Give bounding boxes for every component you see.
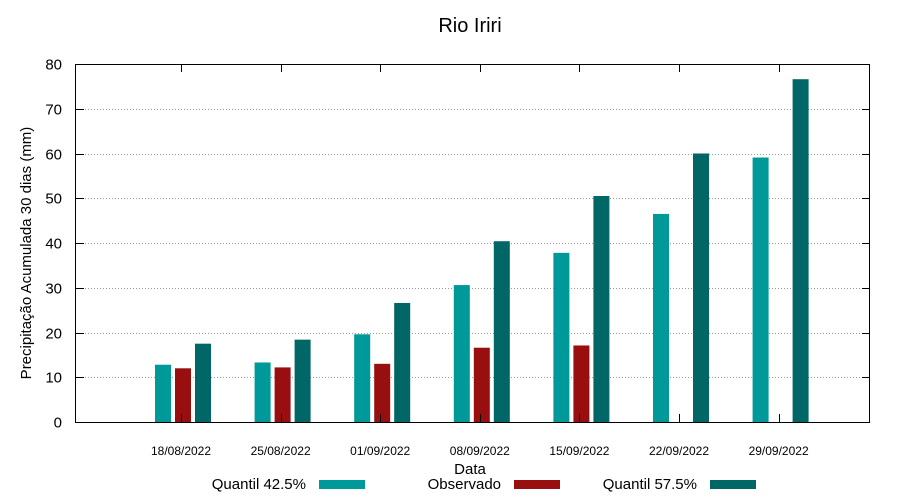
bar-quantil-57-5--08-09-2022 (493, 241, 510, 422)
y-tick-label: 0 (54, 415, 62, 432)
y-tick-label: 30 (45, 281, 62, 298)
y-tick-label: 50 (45, 191, 62, 208)
bar-quantil-42-5--25-08-2022 (254, 362, 271, 422)
x-tick-label: 18/08/2022 (151, 444, 211, 458)
bar-observado-25-08-2022 (274, 367, 291, 422)
grid (76, 109, 870, 378)
chart-title: Rio Iriri (438, 15, 501, 37)
x-tick-label: 25/08/2022 (251, 444, 311, 458)
legend-label: Quantil 57.5% (603, 476, 697, 493)
x-ticks: 18/08/2022 25/08/2022 01/09/2022 08/09/2022… (151, 64, 809, 458)
legend: Quantil 42.5% Observado Quantil 57.5% (212, 476, 756, 493)
bar-quantil-57-5--18-08-2022 (195, 343, 211, 422)
y-tick-label: 10 (45, 370, 62, 387)
bar-quantil-57-5--29-09-2022 (792, 79, 809, 422)
x-tick-label: 08/09/2022 (450, 444, 510, 458)
legend-swatch (710, 480, 756, 489)
x-tick-label: 22/09/2022 (649, 444, 709, 458)
bar-quantil-42-5--29-09-2022 (752, 157, 769, 422)
bar-quantil-57-5--22-09-2022 (693, 153, 709, 422)
legend-label: Observado (428, 476, 501, 493)
bar-quantil-57-5--25-08-2022 (294, 339, 311, 422)
bar-observado-15-09-2022 (573, 345, 590, 422)
bar-quantil-42-5--15-09-2022 (553, 252, 570, 422)
legend-swatch (319, 480, 365, 489)
x-tick-label: 01/09/2022 (350, 444, 410, 458)
y-axis-label: Precipitação Acumulada 30 dias (mm) (18, 127, 35, 380)
y-tick-label: 40 (45, 236, 62, 253)
bar-quantil-42-5--01-09-2022 (354, 334, 371, 422)
y-tick-label: 60 (45, 147, 62, 164)
x-tick-label: 15/09/2022 (549, 444, 609, 458)
bar-observado-08-09-2022 (473, 347, 490, 422)
bars (155, 79, 809, 422)
y-tick-label: 70 (45, 102, 62, 119)
bar-quantil-42-5--22-09-2022 (653, 213, 669, 422)
legend-swatch (514, 480, 560, 489)
bar-observado-18-08-2022 (175, 368, 191, 422)
bar-observado-01-09-2022 (374, 363, 391, 422)
y-tick-label: 80 (45, 57, 62, 74)
bar-quantil-42-5--08-09-2022 (453, 285, 470, 422)
x-tick-label: 29/09/2022 (749, 444, 809, 458)
x-axis-label: Data (454, 461, 486, 478)
y-tick-label: 20 (45, 326, 62, 343)
legend-label: Quantil 42.5% (212, 476, 306, 493)
y-ticks: 0 10 20 30 40 50 60 70 80 (45, 57, 870, 432)
bar-quantil-57-5--15-09-2022 (593, 196, 610, 422)
bar-quantil-42-5--18-08-2022 (155, 364, 171, 422)
bar-quantil-57-5--01-09-2022 (394, 302, 411, 422)
